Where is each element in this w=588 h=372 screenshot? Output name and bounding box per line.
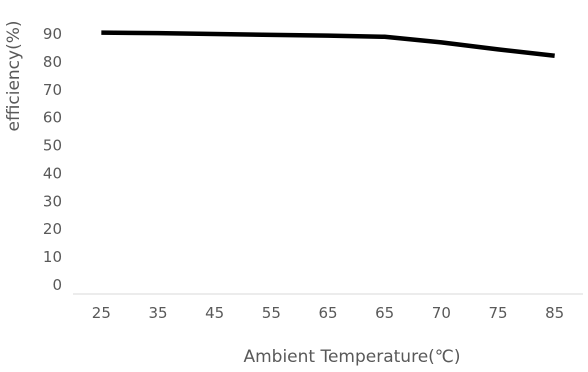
- x-tick-label: 75: [488, 304, 507, 322]
- y-tick-label: 80: [43, 53, 62, 71]
- x-tick-label: 35: [148, 304, 167, 322]
- y-tick-label: 50: [43, 137, 62, 155]
- y-tick-label: 10: [43, 248, 62, 266]
- y-tick-label: 60: [43, 109, 62, 127]
- y-tick-label: 20: [43, 220, 62, 238]
- x-axis-ticks: 25 35 45 55 65 65 70 75 85: [92, 304, 564, 322]
- series-layer: [101, 30, 555, 58]
- x-tick-label: 85: [545, 304, 564, 322]
- x-tick-label: 65: [375, 304, 394, 322]
- series-line: [101, 30, 555, 58]
- x-tick-label: 45: [205, 304, 224, 322]
- y-tick-label: 0: [52, 276, 62, 294]
- x-tick-label: 70: [432, 304, 451, 322]
- x-tick-label: 25: [92, 304, 111, 322]
- y-axis-ticks: 0 10 20 30 40 50 60 70 80 90: [43, 25, 62, 294]
- y-tick-label: 40: [43, 164, 62, 182]
- y-axis-title: efficiency(%): [4, 20, 24, 131]
- x-axis-title: Ambient Temperature(℃): [243, 347, 460, 367]
- y-tick-label: 70: [43, 81, 62, 99]
- y-tick-label: 90: [43, 25, 62, 43]
- x-tick-label: 65: [318, 304, 337, 322]
- y-tick-label: 30: [43, 192, 62, 210]
- x-tick-label: 55: [262, 304, 281, 322]
